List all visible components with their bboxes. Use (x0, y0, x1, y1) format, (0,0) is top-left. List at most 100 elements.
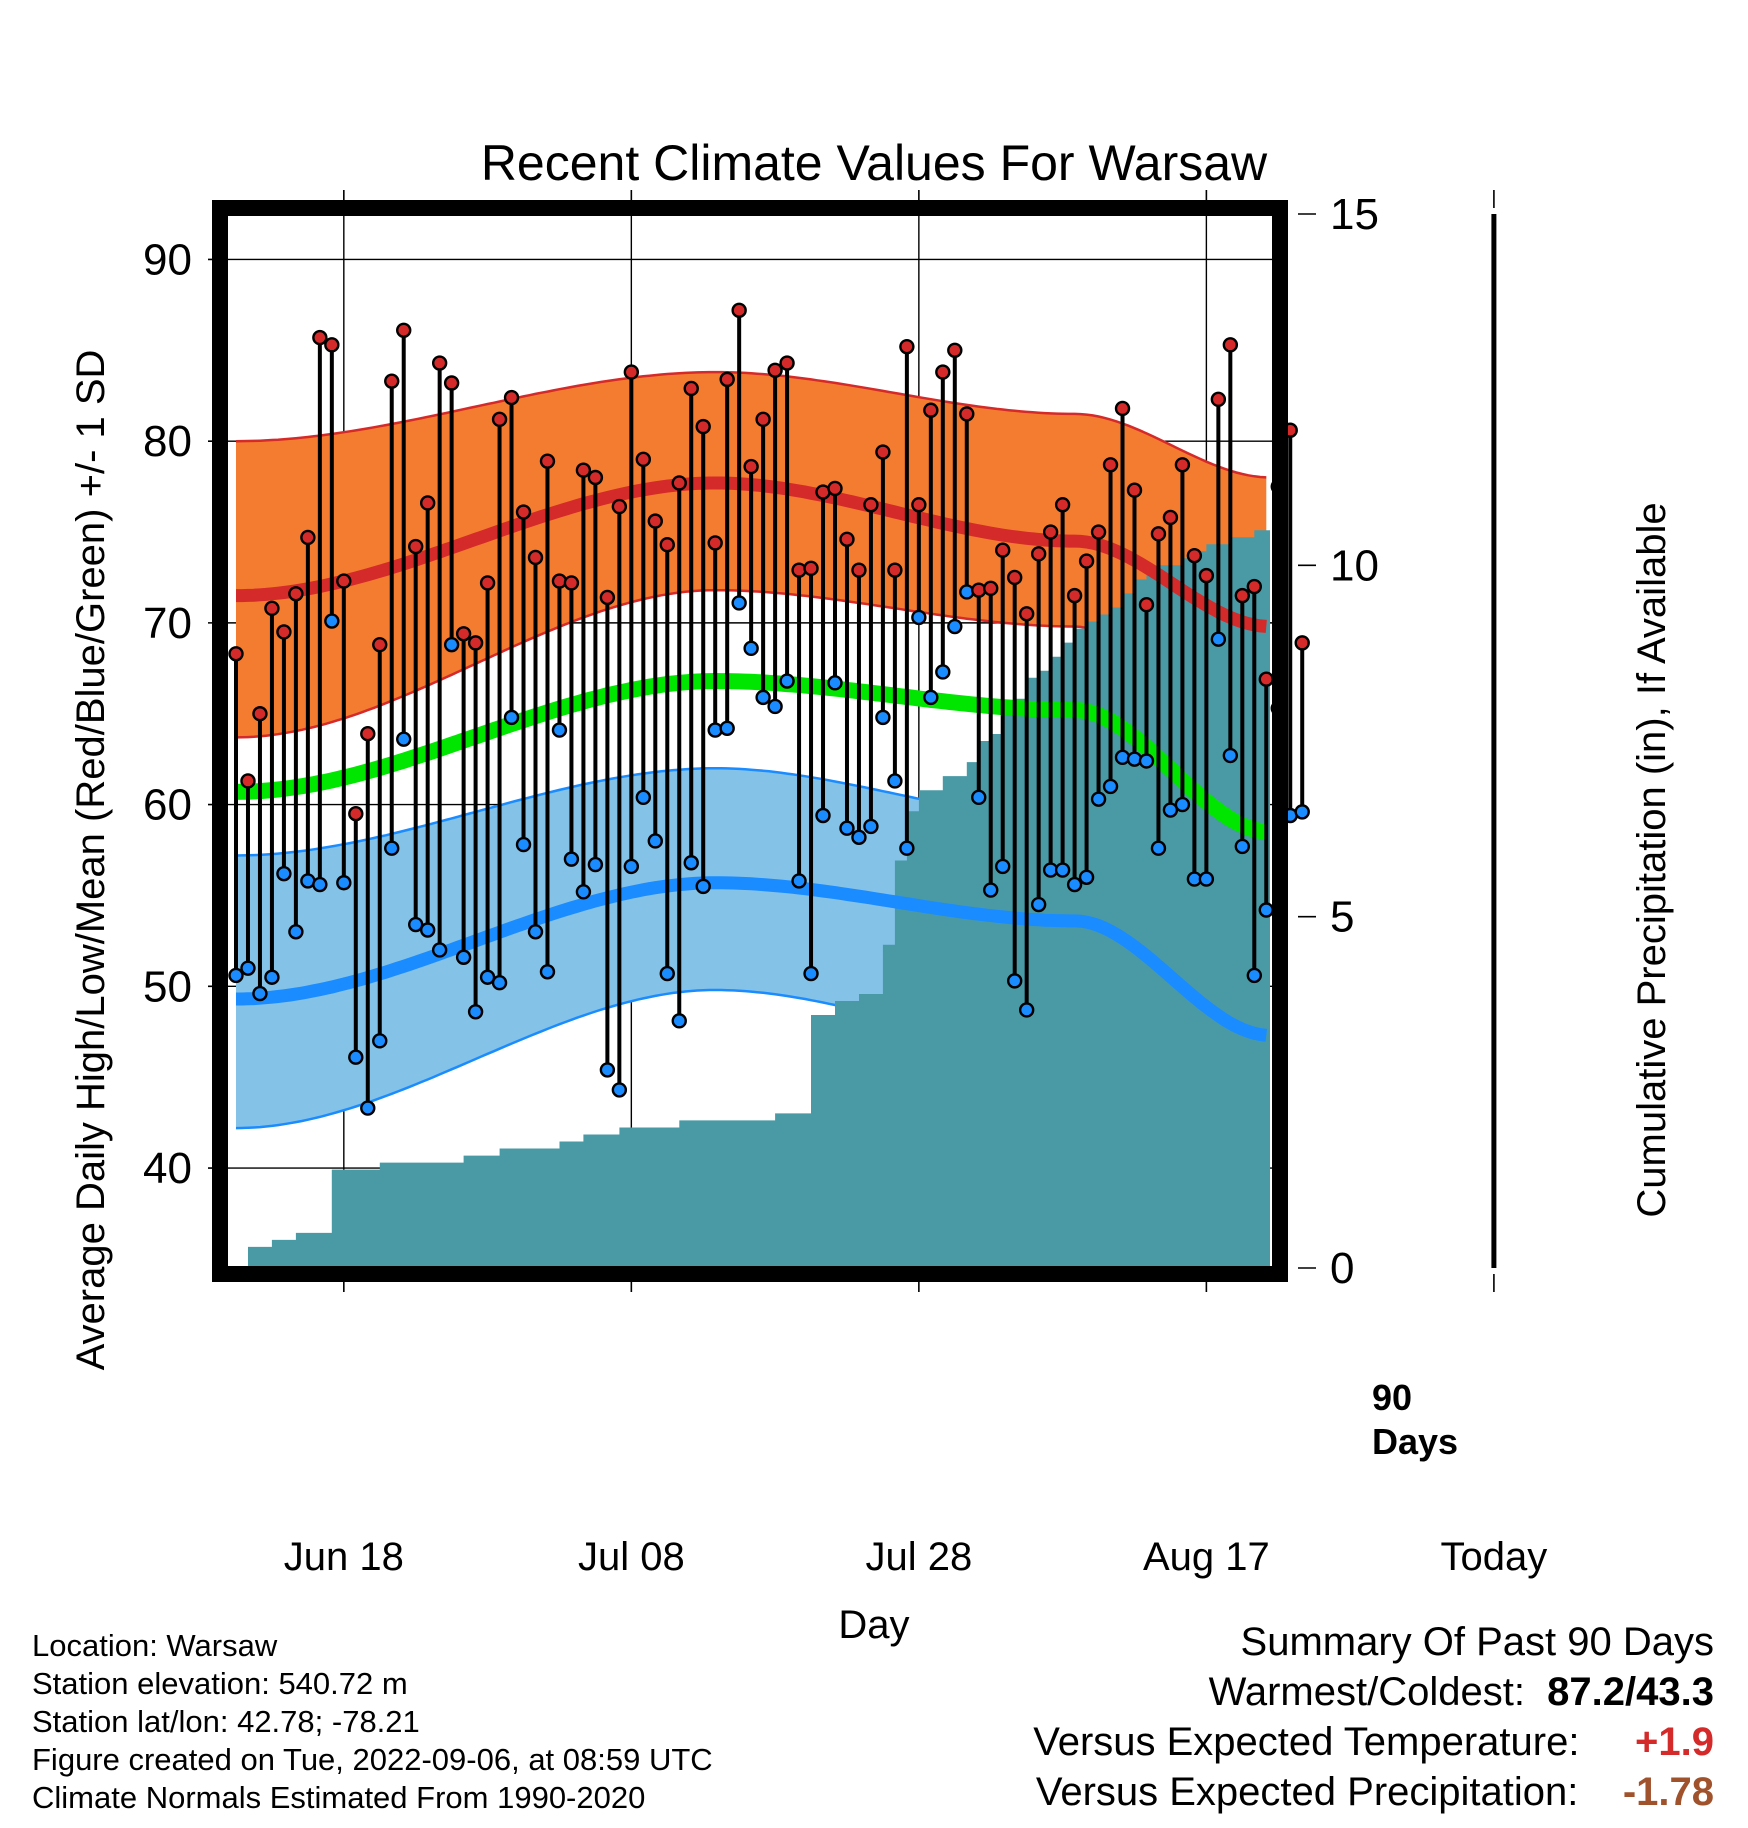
daily-low-point (779, 673, 795, 689)
daily-high-point (1210, 391, 1227, 408)
daily-high-point (1126, 482, 1143, 498)
daily-low-point (659, 965, 675, 982)
daily-high-point (743, 458, 759, 475)
daily-high-point (1246, 578, 1263, 595)
summary-precip-label: Versus Expected Precipitation: (1035, 1770, 1579, 1814)
daily-low-point (551, 722, 568, 738)
daily-high-point (827, 480, 843, 497)
daily-low-point (827, 675, 843, 691)
daily-high-point (1054, 497, 1071, 513)
daily-low-point (419, 922, 436, 938)
daily-low-point (515, 836, 532, 853)
meta-location: Location: Warsaw (32, 1628, 278, 1663)
y2-tick-label: 0 (1330, 1244, 1354, 1293)
y-tick-label: 90 (143, 235, 192, 284)
daily-low-point (1198, 871, 1215, 887)
today-marker-label: 90 Days (1372, 1377, 1458, 1462)
daily-high-point (372, 636, 388, 653)
daily-low-point (443, 636, 460, 653)
summary-warm-cold-label: Warmest/Coldest: (1208, 1670, 1525, 1714)
daily-high-point (288, 586, 304, 602)
x-tick-label: Jul 08 (578, 1535, 685, 1579)
daily-high-point (1066, 587, 1083, 604)
daily-low-point (875, 709, 891, 726)
daily-high-point (228, 646, 244, 662)
y-axis-label: Average Daily High/Low/Mean (Red/Blue/Gr… (69, 350, 113, 1371)
daily-low-point (611, 1082, 628, 1098)
daily-low-point (455, 949, 472, 965)
daily-high-point (887, 562, 903, 578)
daily-low-point (324, 613, 340, 629)
daily-low-point (539, 964, 556, 980)
daily-high-point (587, 469, 604, 486)
daily-high-point (1042, 524, 1059, 540)
daily-high-point (707, 535, 723, 551)
daily-high-point (264, 600, 280, 617)
daily-low-point (911, 609, 927, 626)
daily-low-point (587, 856, 604, 873)
daily-low-point (1162, 802, 1179, 818)
daily-low-point (671, 1013, 687, 1029)
daily-high-point (875, 444, 891, 460)
daily-low-point (575, 884, 592, 900)
daily-low-point (1138, 753, 1155, 769)
daily-low-point (887, 773, 903, 789)
daily-low-point (264, 969, 280, 985)
daily-high-point (1018, 606, 1035, 622)
daily-low-point (336, 875, 352, 891)
normal-low-line (236, 876, 1268, 1042)
daily-low-point (527, 924, 544, 940)
daily-high-point (360, 726, 376, 742)
daily-high-point (719, 371, 735, 388)
daily-high-point (959, 406, 975, 422)
daily-high-point (276, 624, 292, 640)
daily-low-point (1078, 869, 1095, 885)
y2-tick-label: 10 (1330, 541, 1379, 590)
y2-axis-label: Cumulative Precipitation (in), If Availa… (1630, 502, 1674, 1217)
daily-low-point (384, 840, 400, 856)
x-tick-label: Jun 18 (284, 1535, 404, 1579)
meta-created: Figure created on Tue, 2022-09-06, at 08… (32, 1742, 713, 1777)
normal-mean-line (235, 672, 1268, 840)
daily-high-point (1162, 509, 1179, 526)
daily-low-point (983, 882, 999, 898)
daily-low-point (1018, 1002, 1035, 1018)
meta-latlon: Station lat/lon: 42.78; -78.21 (32, 1704, 420, 1739)
x-tick-label: Today (1441, 1535, 1548, 1579)
daily-low-point (743, 640, 759, 657)
daily-low-point (1150, 840, 1167, 856)
y-tick-label: 40 (143, 1144, 192, 1193)
summary-precip-value: -1.78 (1622, 1770, 1714, 1814)
daily-low-point (431, 942, 448, 958)
daily-low-point (803, 965, 819, 982)
daily-high-point (539, 453, 556, 469)
normal-high-band-upper-edge (235, 370, 1267, 479)
daily-high-point (1030, 546, 1047, 562)
daily-high-point (1114, 400, 1131, 417)
summary-heading: Summary Of Past 90 Days (1240, 1620, 1714, 1664)
daily-high-point (527, 549, 544, 566)
daily-high-point (923, 402, 939, 418)
daily-low-point (1258, 902, 1274, 918)
summary-precip: Versus Expected Precipitation: -1.78 (1036, 1770, 1714, 1815)
summary-warm-cold-value: 87.2/43.3 (1547, 1670, 1714, 1714)
daily-high-point (1138, 597, 1155, 613)
daily-low-point (971, 789, 987, 806)
daily-low-point (623, 858, 640, 875)
daily-low-point (240, 960, 256, 976)
today-marker-label-days: Days (1372, 1421, 1458, 1462)
daily-high-point (659, 537, 675, 553)
daily-high-point (779, 355, 795, 371)
daily-high-point (300, 529, 316, 546)
summary-temp: Versus Expected Temperature: +1.9 (1033, 1720, 1714, 1765)
daily-low-point (1246, 967, 1263, 984)
y-tick-label: 50 (143, 962, 192, 1011)
daily-high-point (1007, 569, 1023, 586)
y-tick-label: 80 (143, 417, 192, 466)
daily-high-point (755, 411, 771, 428)
daily-low-point (312, 876, 328, 893)
daily-high-point (431, 355, 448, 371)
daily-low-point (839, 820, 855, 836)
daily-high-point (899, 338, 915, 355)
daily-low-point (935, 664, 951, 680)
